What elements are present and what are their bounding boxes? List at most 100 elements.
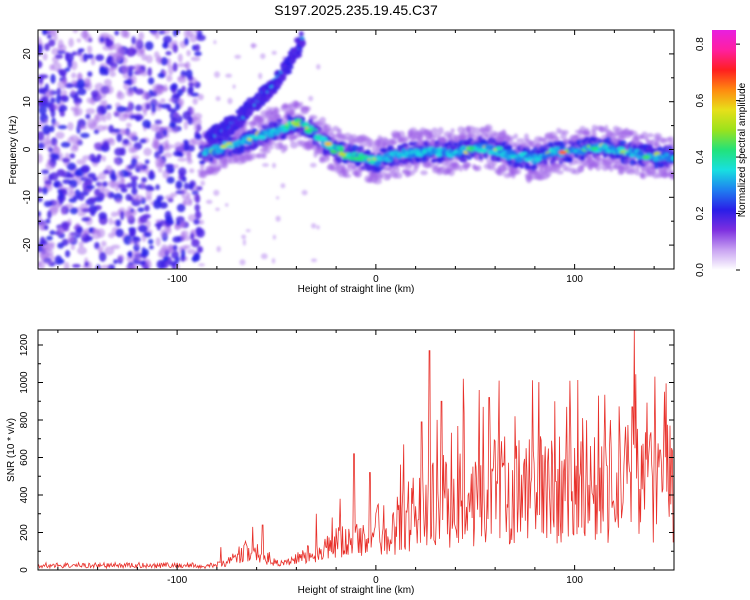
heatmap-cell <box>155 184 160 191</box>
heatmap-cell <box>101 155 107 162</box>
heatmap-cell <box>120 210 125 221</box>
heatmap-cell <box>137 207 145 213</box>
heatmap-cell <box>479 148 488 154</box>
heatmap-cell <box>52 121 60 127</box>
heatmap-cell <box>104 37 111 42</box>
y-tick-label: -10 <box>22 190 33 205</box>
heatmap-cell <box>57 125 68 130</box>
heatmap-cell <box>135 162 144 170</box>
heatmap-cell <box>66 162 77 171</box>
heatmap-cell <box>75 101 81 108</box>
heatmap-cell <box>250 43 258 48</box>
heatmap-cell <box>239 259 246 266</box>
heatmap-cell <box>200 180 205 186</box>
heatmap-cell <box>215 207 220 211</box>
heatmap-cell <box>77 211 86 217</box>
heatmap-cell <box>63 261 70 269</box>
heatmap-cell <box>69 207 78 215</box>
heatmap-cell <box>157 168 163 173</box>
heatmap-cell <box>595 163 602 171</box>
heatmap-cell <box>212 158 219 167</box>
heatmap-cell <box>127 100 133 111</box>
heatmap-cell <box>446 133 456 140</box>
heatmap-cell <box>194 51 202 57</box>
spectrogram-xlabel: Height of straight line (km) <box>298 284 415 295</box>
x-tick-label: 100 <box>566 575 583 586</box>
heatmap-cell <box>195 226 203 236</box>
heatmap-cell <box>45 161 56 170</box>
heatmap-cell <box>304 128 313 133</box>
heatmap-cell <box>117 183 127 189</box>
heatmap-cell <box>68 37 74 48</box>
heatmap-cell <box>69 153 76 159</box>
heatmap-cell <box>216 137 224 142</box>
heatmap-cell <box>85 113 91 120</box>
heatmap-cell <box>193 30 201 34</box>
heatmap-cell <box>104 246 115 256</box>
heatmap-cell <box>168 122 176 129</box>
heatmap-cell <box>116 91 125 100</box>
heatmap-cell <box>47 210 52 219</box>
heatmap-cell <box>173 112 180 118</box>
heatmap-cell <box>324 141 333 146</box>
heatmap-cell <box>287 64 294 70</box>
heatmap-cell <box>38 74 44 84</box>
heatmap-cell <box>478 158 484 163</box>
heatmap-cell <box>49 172 59 181</box>
heatmap-cell <box>55 131 65 139</box>
heatmap-cell <box>126 254 136 263</box>
heatmap-cell <box>41 169 50 175</box>
heatmap-cell <box>187 145 195 152</box>
heatmap-cell <box>57 44 67 53</box>
heatmap-cell <box>67 237 78 244</box>
heatmap-cell <box>105 85 114 95</box>
heatmap-cell <box>44 259 53 265</box>
heatmap-cell <box>192 254 197 263</box>
heatmap-cell <box>614 160 623 165</box>
heatmap-cell <box>415 158 421 163</box>
heatmap-cell <box>72 30 79 34</box>
heatmap-cell <box>609 166 614 172</box>
heatmap-cell <box>441 138 450 144</box>
heatmap-cell <box>311 258 317 263</box>
heatmap-cell <box>114 147 124 156</box>
heatmap-cell <box>57 258 65 265</box>
heatmap-cell <box>48 39 56 47</box>
heatmap-cell <box>181 176 187 183</box>
heatmap-cell <box>502 165 508 172</box>
heatmap-cell <box>44 83 50 92</box>
heatmap-cell <box>141 53 148 61</box>
snr-xlabel: Height of straight line (km) <box>298 585 415 596</box>
heatmap-cell <box>135 256 143 262</box>
heatmap-cell <box>116 133 123 143</box>
heatmap-cell <box>193 125 202 132</box>
heatmap-cell <box>127 164 135 170</box>
heatmap-cell <box>53 105 60 111</box>
heatmap-cell <box>149 186 155 191</box>
heatmap-cell <box>96 125 105 132</box>
heatmap-cell <box>648 144 653 150</box>
heatmap-cell <box>484 124 493 132</box>
heatmap-cell <box>52 146 61 154</box>
heatmap-cell <box>106 55 114 63</box>
y-tick-label: 0 <box>19 567 30 573</box>
heatmap-cell <box>556 170 564 175</box>
heatmap-cell <box>41 244 49 251</box>
heatmap-cell <box>87 172 96 179</box>
heatmap-cell <box>71 72 77 79</box>
heatmap-cell <box>41 137 51 145</box>
heatmap-cell <box>98 172 107 181</box>
heatmap-cell <box>55 54 64 59</box>
heatmap-cell <box>110 211 118 217</box>
heatmap-cell <box>184 37 189 46</box>
heatmap-cell <box>189 33 198 43</box>
heatmap-cell <box>288 130 295 135</box>
heatmap-cell <box>176 151 184 157</box>
heatmap-cell <box>144 159 150 165</box>
heatmap-cell <box>182 200 188 206</box>
heatmap-cell <box>85 108 96 115</box>
heatmap-cell <box>467 134 476 139</box>
heatmap-cell <box>176 88 184 97</box>
heatmap-cell <box>437 127 444 135</box>
heatmap-cell <box>77 246 87 255</box>
